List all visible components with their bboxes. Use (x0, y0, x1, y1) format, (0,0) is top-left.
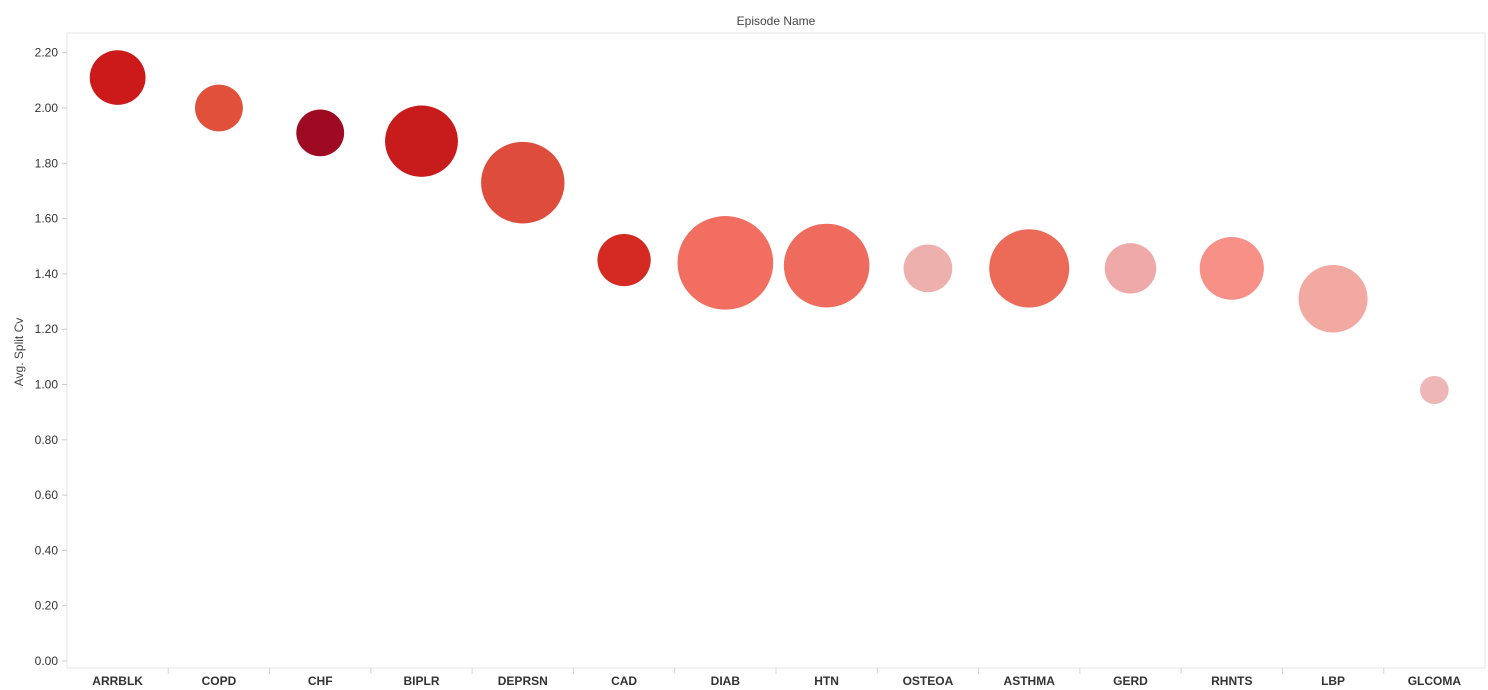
bubble-biplr[interactable] (385, 105, 458, 177)
column-header: Episode Name (737, 14, 816, 28)
y-tick-label: 0.00 (35, 654, 59, 668)
y-tick-label: 1.40 (35, 267, 59, 281)
y-tick-label: 0.20 (35, 599, 59, 613)
bubble-rhnts[interactable] (1199, 236, 1264, 300)
y-tick-label: 0.40 (35, 543, 59, 557)
bubble-arrblk[interactable] (89, 50, 146, 105)
bubble-lbp[interactable] (1298, 265, 1368, 333)
y-tick-label: 0.80 (35, 433, 59, 447)
y-tick-label: 2.00 (35, 101, 59, 115)
bubble-osteoa[interactable] (903, 244, 953, 293)
x-category-label: DEPRSN (498, 674, 548, 688)
bubble-htn[interactable] (783, 223, 870, 308)
plot-frame (66, 32, 1486, 669)
y-axis: 0.00 0.20 0.40 0.60 0.80 1.00 1.20 1.40 1.60 1.80… (35, 46, 67, 668)
x-category-label: CAD (611, 674, 637, 688)
y-tick-label: 1.20 (35, 322, 59, 336)
x-category-label: RHNTS (1211, 674, 1252, 688)
bubble-asthma[interactable] (989, 229, 1070, 308)
bubble-deprsn[interactable] (481, 141, 565, 224)
y-tick-label: 1.80 (35, 156, 59, 170)
bubble-cad[interactable] (597, 234, 651, 287)
y-tick-label: 0.60 (35, 488, 59, 502)
y-axis-title: Avg. Split Cv (12, 318, 26, 386)
x-category-label: COPD (202, 674, 237, 688)
x-category-label: HTN (814, 674, 839, 688)
x-category-label: OSTEOA (903, 674, 954, 688)
bubble-glcoma[interactable] (1420, 375, 1449, 405)
x-category-label: ASTHMA (1004, 674, 1056, 688)
x-category-label: DIAB (711, 674, 741, 688)
bubble-copd[interactable] (195, 84, 243, 132)
y-tick-label: 1.00 (35, 378, 59, 392)
y-tick-label: 1.60 (35, 212, 59, 226)
x-axis: ARRBLK COPD CHF BIPLR DEPRSN CAD DIAB HTN OSTEOA… (92, 668, 1461, 688)
x-category-label: CHF (308, 674, 333, 688)
x-category-label: GERD (1113, 674, 1148, 688)
x-category-label: LBP (1321, 674, 1345, 688)
x-category-label: BIPLR (404, 674, 440, 688)
x-category-label: GLCOMA (1408, 674, 1462, 688)
bubble-gerd[interactable] (1104, 243, 1157, 294)
bubble-series (89, 50, 1449, 405)
x-category-label: ARRBLK (92, 674, 143, 688)
bubble-chf[interactable] (296, 109, 345, 157)
y-tick-label: 2.20 (35, 46, 59, 60)
bubble-diab[interactable] (677, 216, 774, 310)
